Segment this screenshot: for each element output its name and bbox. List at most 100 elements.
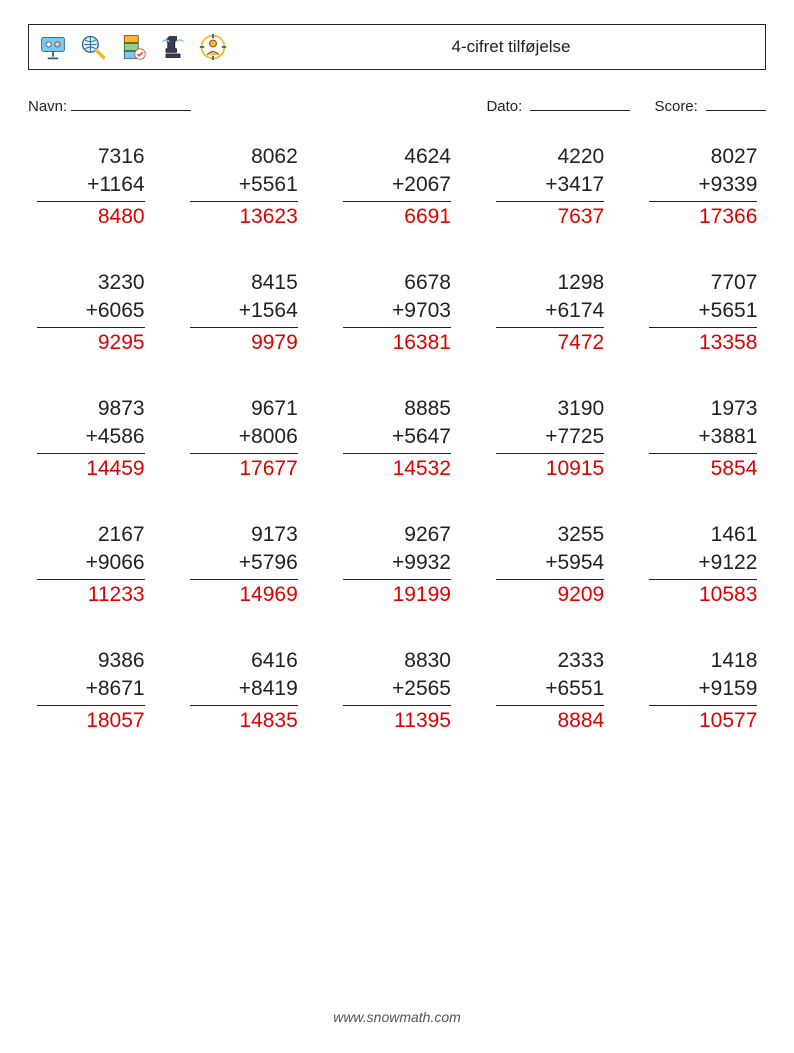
name-blank[interactable] (71, 96, 191, 111)
score-blank[interactable] (706, 96, 766, 111)
operand-b: +3881 (649, 423, 757, 453)
operand-b: +9703 (343, 297, 451, 327)
operand-b: +8006 (190, 423, 298, 453)
operand-b: +1164 (37, 171, 145, 201)
problem: 8027+933917366 (649, 143, 757, 231)
server-check-icon (119, 33, 147, 61)
problem: 2167+906611233 (37, 521, 145, 609)
operand-a: 3230 (37, 269, 145, 297)
problem: 3230+60659295 (37, 269, 145, 357)
answer: 9979 (190, 328, 298, 357)
operand-b: +5647 (343, 423, 451, 453)
operand-b: +2565 (343, 675, 451, 705)
problem: 9386+867118057 (37, 647, 145, 735)
operand-a: 1973 (649, 395, 757, 423)
worksheet-title: 4-cifret tilføjelse (227, 37, 755, 57)
operand-a: 8415 (190, 269, 298, 297)
answer: 14532 (343, 454, 451, 483)
operand-b: +9122 (649, 549, 757, 579)
operand-a: 8027 (649, 143, 757, 171)
answer: 9209 (496, 580, 604, 609)
operand-b: +4586 (37, 423, 145, 453)
problem: 4220+34177637 (496, 143, 604, 231)
problem: 3255+59549209 (496, 521, 604, 609)
problem: 7707+565113358 (649, 269, 757, 357)
operand-a: 4220 (496, 143, 604, 171)
operand-b: +9159 (649, 675, 757, 705)
answer: 13623 (190, 202, 298, 231)
answer: 17366 (649, 202, 757, 231)
answer: 10915 (496, 454, 604, 483)
operand-a: 7316 (37, 143, 145, 171)
footer-url: www.snowmath.com (0, 1009, 794, 1025)
problem: 3190+772510915 (496, 395, 604, 483)
worksheet-page: 4-cifret tilføjelse Navn: Dato: Score: 7… (0, 0, 794, 735)
presentation-icon (39, 33, 67, 61)
operand-a: 9873 (37, 395, 145, 423)
operand-a: 9386 (37, 647, 145, 675)
operand-b: +3417 (496, 171, 604, 201)
operand-b: +8419 (190, 675, 298, 705)
operand-a: 9173 (190, 521, 298, 549)
problem: 1418+915910577 (649, 647, 757, 735)
answer: 13358 (649, 328, 757, 357)
operand-b: +7725 (496, 423, 604, 453)
answer: 10577 (649, 706, 757, 735)
operand-a: 2333 (496, 647, 604, 675)
problem: 8062+556113623 (190, 143, 298, 231)
operand-a: 2167 (37, 521, 145, 549)
operand-a: 6678 (343, 269, 451, 297)
answer: 11233 (37, 580, 145, 609)
problem: 4624+20676691 (343, 143, 451, 231)
name-label: Navn: (28, 98, 67, 115)
operand-b: +1564 (190, 297, 298, 327)
problem: 1298+61747472 (496, 269, 604, 357)
answer: 14459 (37, 454, 145, 483)
answer: 11395 (343, 706, 451, 735)
operand-b: +6174 (496, 297, 604, 327)
header-box: 4-cifret tilføjelse (28, 24, 766, 70)
problem: 8415+15649979 (190, 269, 298, 357)
score-label: Score: (654, 98, 697, 115)
operand-b: +9339 (649, 171, 757, 201)
operand-a: 3255 (496, 521, 604, 549)
date-label: Dato: (486, 98, 522, 115)
operand-a: 4624 (343, 143, 451, 171)
operand-a: 7707 (649, 269, 757, 297)
operand-b: +5796 (190, 549, 298, 579)
operand-a: 3190 (496, 395, 604, 423)
operand-a: 9671 (190, 395, 298, 423)
operand-a: 6416 (190, 647, 298, 675)
answer: 16381 (343, 328, 451, 357)
answer: 10583 (649, 580, 757, 609)
date-blank[interactable] (530, 96, 630, 111)
operand-a: 8062 (190, 143, 298, 171)
operand-b: +9066 (37, 549, 145, 579)
answer: 14969 (190, 580, 298, 609)
name-field: Navn: (28, 96, 191, 115)
problem: 9267+993219199 (343, 521, 451, 609)
operand-b: +9932 (343, 549, 451, 579)
operand-b: +2067 (343, 171, 451, 201)
problem: 9173+579614969 (190, 521, 298, 609)
operand-a: 8830 (343, 647, 451, 675)
score-field: Score: (654, 96, 766, 115)
date-field: Dato: (486, 96, 630, 115)
operand-a: 1461 (649, 521, 757, 549)
answer: 6691 (343, 202, 451, 231)
answer: 19199 (343, 580, 451, 609)
problem: 8885+564714532 (343, 395, 451, 483)
target-person-icon (199, 33, 227, 61)
operand-b: +5561 (190, 171, 298, 201)
magnifier-globe-icon (79, 33, 107, 61)
answer: 8480 (37, 202, 145, 231)
problem: 9671+800617677 (190, 395, 298, 483)
operand-a: 1418 (649, 647, 757, 675)
answer: 5854 (649, 454, 757, 483)
operand-b: +6065 (37, 297, 145, 327)
problem: 6678+970316381 (343, 269, 451, 357)
operand-a: 9267 (343, 521, 451, 549)
operand-b: +5954 (496, 549, 604, 579)
answer: 17677 (190, 454, 298, 483)
problem: 6416+841914835 (190, 647, 298, 735)
